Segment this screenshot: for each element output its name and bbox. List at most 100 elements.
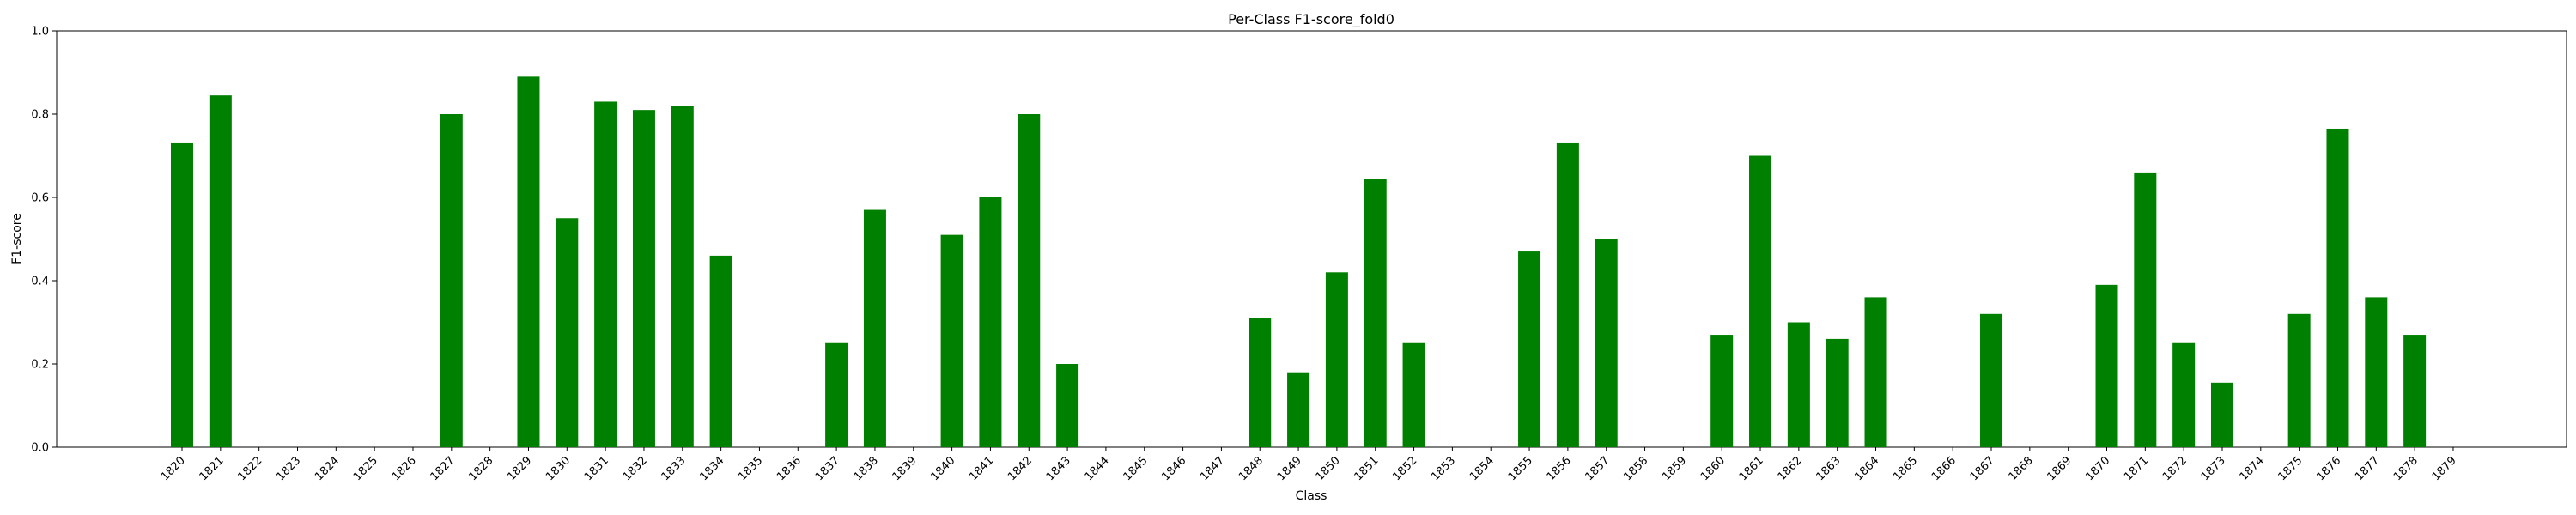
bar-1860 [1710,335,1734,447]
bar-1821 [209,95,232,448]
bar-1852 [1402,342,1425,447]
x-tick-label: 1834 [697,454,726,483]
bar-1834 [709,255,732,447]
x-tick-label: 1862 [1776,454,1805,483]
y-axis-title: F1-score [10,213,24,264]
y-tick-label: 0.8 [31,109,49,122]
bars-group [171,76,2427,448]
bar-1856 [1556,142,1579,447]
y-axis: 0.0 0.2 0.4 0.6 0.8 1.0 [31,26,57,455]
bar-1843 [1056,364,1079,447]
x-tick-label: 1846 [1159,454,1188,483]
x-tick-label: 1832 [621,454,650,483]
bar-1850 [1325,272,1348,447]
x-axis: 1820 1821 1822 1823 1824 1825 1826 1827 1828 1829… [159,447,2459,483]
x-tick-label: 1830 [544,454,573,483]
bar-1857 [1595,239,1618,447]
bar-1863 [1826,338,1849,447]
x-tick-label: 1871 [2122,454,2151,483]
bar-1831 [594,101,617,447]
bar-1861 [1749,155,1772,447]
x-tick-label: 1874 [2238,454,2267,483]
x-tick-label: 1825 [351,454,380,483]
x-tick-label: 1833 [659,454,689,483]
x-tick-label: 1856 [1545,454,1574,483]
x-tick-label: 1827 [428,454,458,483]
bar-1832 [632,110,655,447]
x-tick-label: 1860 [1698,454,1728,483]
bar-1867 [1980,313,2003,447]
bar-1840 [940,234,963,447]
y-tick-label: 0.6 [31,192,49,205]
x-tick-label: 1841 [967,454,996,483]
x-tick-label: 1878 [2391,454,2421,483]
x-tick-label: 1837 [813,454,842,483]
x-tick-label: 1875 [2275,454,2305,483]
bar-1833 [671,106,694,448]
x-tick-label: 1845 [1121,454,1151,483]
x-tick-label: 1877 [2353,454,2382,483]
x-tick-label: 1873 [2199,454,2228,483]
x-tick-label: 1849 [1275,454,1304,483]
x-tick-label: 1851 [1352,454,1382,483]
x-tick-label: 1840 [928,454,957,483]
bar-1851 [1364,179,1387,447]
x-tick-label: 1866 [1929,454,1959,483]
x-tick-label: 1857 [1583,454,1613,483]
x-tick-label: 1821 [197,454,227,483]
x-tick-label: 1838 [852,454,881,483]
x-tick-label: 1826 [390,454,419,483]
bar-1841 [979,197,1002,447]
x-tick-label: 1861 [1737,454,1766,483]
x-tick-label: 1859 [1660,454,1689,483]
bar-1848 [1249,318,1272,447]
x-tick-label: 1839 [890,454,920,483]
bar-1829 [517,76,540,447]
x-tick-label: 1850 [1314,454,1343,483]
x-tick-label: 1876 [2314,454,2343,483]
bar-1870 [2095,284,2118,447]
x-tick-label: 1842 [1005,454,1035,483]
x-tick-label: 1858 [1621,454,1650,483]
bar-1830 [556,218,579,447]
x-tick-label: 1828 [466,454,495,483]
x-tick-label: 1823 [274,454,303,483]
bar-1849 [1287,372,1310,447]
x-tick-label: 1872 [2160,454,2190,483]
y-tick-label: 0.4 [31,276,49,288]
plot-area [56,30,2567,448]
x-tick-label: 1865 [1891,454,1920,483]
x-tick-label: 1870 [2083,454,2112,483]
x-tick-label: 1854 [1467,454,1497,483]
x-tick-label: 1831 [582,454,611,483]
bar-1827 [440,114,463,447]
x-tick-label: 1836 [775,454,804,483]
bar-1855 [1518,251,1541,447]
x-tick-label: 1843 [1044,454,1073,483]
bar-1837 [825,342,848,447]
x-tick-label: 1879 [2430,454,2459,483]
bar-1875 [2287,313,2311,447]
y-tick-label: 0.0 [31,442,49,455]
bar-1873 [2210,382,2233,447]
x-tick-label: 1864 [1852,454,1881,483]
y-tick-label: 0.2 [31,359,49,372]
x-tick-label: 1848 [1236,454,1266,483]
bar-1871 [2134,172,2157,447]
bar-1877 [2365,297,2388,447]
x-tick-label: 1869 [2044,454,2074,483]
bar-1820 [171,142,193,447]
x-tick-label: 1844 [1083,454,1112,483]
chart-title: Per-Class F1-score_fold0 [1228,11,1394,28]
x-tick-label: 1824 [313,454,342,483]
x-tick-label: 1822 [235,454,264,483]
x-tick-label: 1863 [1814,454,1844,483]
bar-1872 [2172,342,2196,447]
x-tick-label: 1829 [505,454,534,483]
bar-1876 [2326,128,2349,447]
bar-1838 [863,209,886,448]
x-tick-label: 1820 [159,454,188,483]
x-axis-title: Class [1296,489,1327,503]
x-tick-label: 1847 [1198,454,1227,483]
x-tick-label: 1853 [1429,454,1458,483]
